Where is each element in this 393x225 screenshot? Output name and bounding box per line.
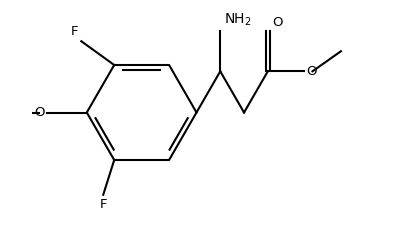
Text: O: O (34, 106, 45, 119)
Text: NH$_2$: NH$_2$ (224, 12, 252, 28)
Text: O: O (273, 16, 283, 29)
Text: O: O (306, 65, 317, 78)
Text: F: F (71, 25, 78, 38)
Text: F: F (99, 198, 107, 211)
